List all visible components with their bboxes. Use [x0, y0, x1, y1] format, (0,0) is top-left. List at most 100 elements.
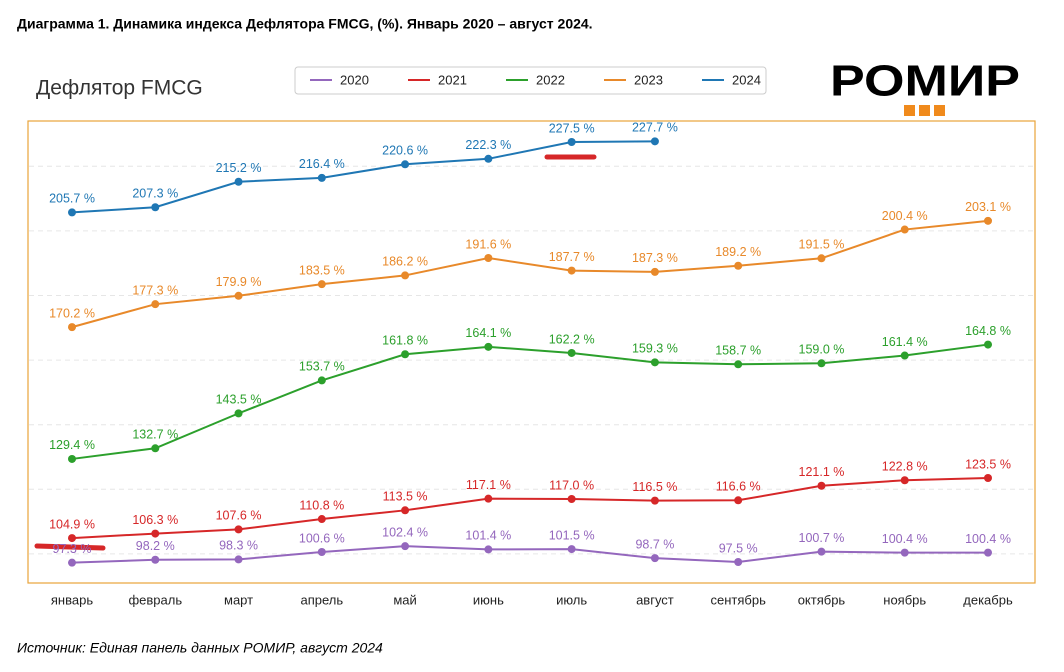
data-label: 159.3 % — [632, 342, 678, 356]
data-label: 106.3 % — [132, 513, 178, 527]
data-label: 162.2 % — [549, 332, 595, 346]
data-point — [401, 542, 410, 551]
data-label: 189.2 % — [715, 245, 761, 259]
data-point — [484, 253, 493, 262]
data-label: 186.2 % — [382, 255, 428, 269]
data-label: 122.8 % — [882, 460, 928, 474]
data-point — [484, 342, 493, 351]
data-label: 161.8 % — [382, 334, 428, 348]
data-label: 102.4 % — [382, 525, 428, 539]
data-label: 104.9 % — [49, 517, 95, 531]
data-label: 113.5 % — [383, 490, 428, 504]
data-point — [734, 360, 743, 369]
data-label: 207.3 % — [132, 187, 178, 201]
data-label: 179.9 % — [216, 275, 262, 289]
data-label: 123.5 % — [965, 457, 1011, 471]
data-label: 164.1 % — [465, 326, 511, 340]
data-point — [68, 208, 76, 217]
x-tick-label: октябрь — [798, 592, 846, 607]
data-label: 100.4 % — [965, 532, 1011, 546]
data-point — [817, 547, 826, 556]
data-point — [151, 203, 160, 212]
legend-label: 2024 — [732, 72, 761, 87]
x-tick-label: март — [224, 592, 253, 607]
data-point — [484, 154, 493, 163]
data-label: 100.4 % — [882, 532, 928, 546]
plot-frame — [27, 120, 1036, 584]
legend-label: 2023 — [634, 72, 663, 87]
data-label: 97.3 % — [53, 542, 92, 556]
data-point — [401, 160, 410, 169]
data-point — [68, 558, 76, 567]
data-point — [734, 261, 743, 270]
data-label: 116.5 % — [632, 480, 677, 494]
data-label: 161.4 % — [882, 335, 928, 349]
data-label: 98.2 % — [136, 539, 175, 553]
data-label: 110.8 % — [299, 498, 344, 512]
data-point — [650, 554, 659, 563]
data-point — [68, 323, 76, 332]
data-point — [234, 177, 243, 186]
data-label: 205.7 % — [49, 192, 95, 206]
data-point — [234, 409, 243, 418]
legend-label: 2022 — [536, 72, 565, 87]
legend-label: 2020 — [340, 72, 369, 87]
data-point — [567, 348, 576, 357]
data-label: 117.1 % — [466, 478, 511, 492]
data-label: 158.7 % — [715, 344, 761, 358]
series-line — [71, 343, 989, 460]
data-point — [151, 529, 160, 538]
data-label: 191.6 % — [465, 237, 511, 251]
data-point — [734, 496, 743, 505]
data-point — [234, 525, 243, 534]
data-label: 101.5 % — [549, 528, 595, 542]
data-label: 153.7 % — [299, 360, 345, 374]
data-point — [984, 474, 992, 482]
data-point — [650, 137, 659, 146]
data-point — [317, 376, 326, 385]
data-point — [317, 515, 326, 524]
data-label: 203.1 % — [965, 200, 1011, 214]
x-tick-label: апрель — [300, 592, 343, 607]
data-point — [317, 547, 326, 556]
data-label: 107.6 % — [216, 509, 262, 523]
data-point — [484, 545, 493, 554]
data-point — [734, 558, 743, 566]
data-point — [234, 555, 243, 564]
logo-square — [904, 105, 915, 116]
data-label: 215.2 % — [216, 161, 262, 175]
data-point — [900, 225, 909, 234]
x-tick-label: май — [393, 592, 416, 607]
x-tick-label: август — [636, 592, 674, 607]
data-point — [317, 280, 326, 289]
chart-title: Дефлятор FMCG — [36, 77, 203, 100]
data-label: 100.7 % — [799, 531, 845, 545]
data-label: 227.7 % — [632, 121, 678, 135]
data-label: 191.5 % — [799, 238, 845, 252]
x-tick-label: ноябрь — [883, 592, 926, 607]
logo-square — [934, 105, 945, 116]
data-label: 132.7 % — [132, 428, 178, 442]
series-line — [71, 477, 989, 540]
data-point — [650, 267, 659, 276]
x-tick-label: сентябрь — [711, 592, 767, 607]
data-label: 116.6 % — [716, 480, 761, 494]
data-point — [151, 300, 160, 309]
data-label: 159.0 % — [799, 343, 845, 357]
data-label: 187.3 % — [632, 251, 678, 265]
data-label: 143.5 % — [216, 393, 262, 407]
data-point — [484, 494, 493, 503]
data-label: 222.3 % — [465, 138, 511, 152]
data-point — [567, 266, 576, 275]
data-point — [984, 216, 992, 225]
source: Источник: Единая панель данных РОМИР, ав… — [17, 640, 383, 656]
series-line — [71, 545, 988, 564]
page-title: Диаграмма 1. Динамика индекса Дефлятора … — [17, 16, 593, 32]
x-tick-label: февраль — [128, 592, 182, 607]
data-point — [650, 496, 659, 505]
data-label: 98.3 % — [219, 539, 258, 553]
data-label: 183.5 % — [299, 263, 345, 277]
data-label: 187.7 % — [549, 250, 595, 264]
data-point — [401, 506, 410, 515]
